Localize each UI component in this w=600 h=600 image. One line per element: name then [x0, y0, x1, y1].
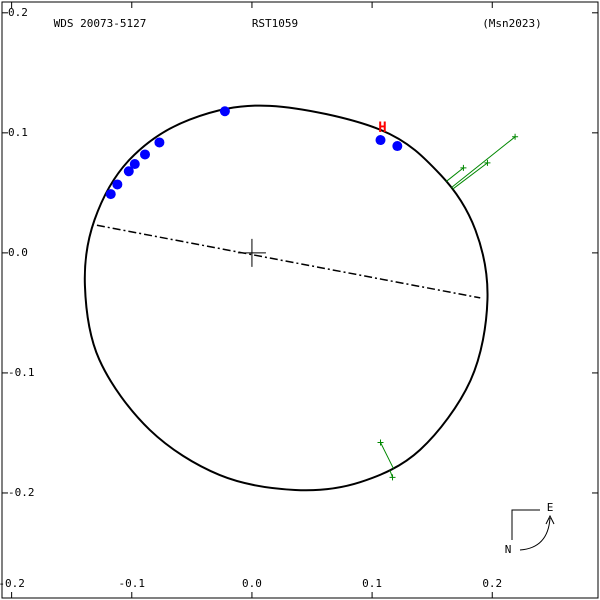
residual-point [377, 439, 384, 446]
observation-point [392, 141, 403, 152]
x-tick-label: -0.2 [0, 577, 25, 590]
compass: E N [505, 501, 555, 556]
observation-point [375, 135, 386, 146]
y-tick-label: -0.1 [8, 366, 35, 379]
residual-line [380, 442, 394, 469]
residual-point [484, 159, 491, 166]
y-tick-label: 0.1 [8, 126, 28, 139]
chart-subtitle: RST1059 [252, 17, 298, 30]
x-tick-label: 0.1 [362, 577, 382, 590]
observation-point [123, 166, 134, 177]
residual-point [460, 164, 467, 171]
observation-point [129, 159, 140, 170]
compass-north: N [505, 543, 512, 556]
orbit [83, 104, 489, 492]
y-tick-label: -0.2 [8, 486, 35, 499]
y-tick-label: 0.2 [8, 6, 28, 19]
line-of-nodes [96, 224, 481, 299]
observation-point [154, 137, 165, 148]
observation-point [112, 179, 123, 190]
x-tick-label: 0.0 [242, 577, 262, 590]
x-tick-label: -0.1 [119, 577, 146, 590]
residual-line [451, 136, 516, 188]
chart-title: WDS 20073-5127 [54, 17, 147, 30]
compass-east: E [547, 501, 554, 514]
x-tick-label: 0.2 [482, 577, 502, 590]
observation-point [219, 106, 230, 117]
observation-point [105, 189, 116, 200]
residual-point [512, 133, 519, 140]
annotation: H [378, 120, 386, 136]
residual-line [446, 167, 464, 182]
reference: (Msn2023) [482, 17, 542, 30]
y-tick-label: 0.0 [8, 246, 28, 259]
observation-point [139, 149, 150, 160]
residual-point [389, 474, 396, 481]
residual-line [452, 162, 488, 190]
